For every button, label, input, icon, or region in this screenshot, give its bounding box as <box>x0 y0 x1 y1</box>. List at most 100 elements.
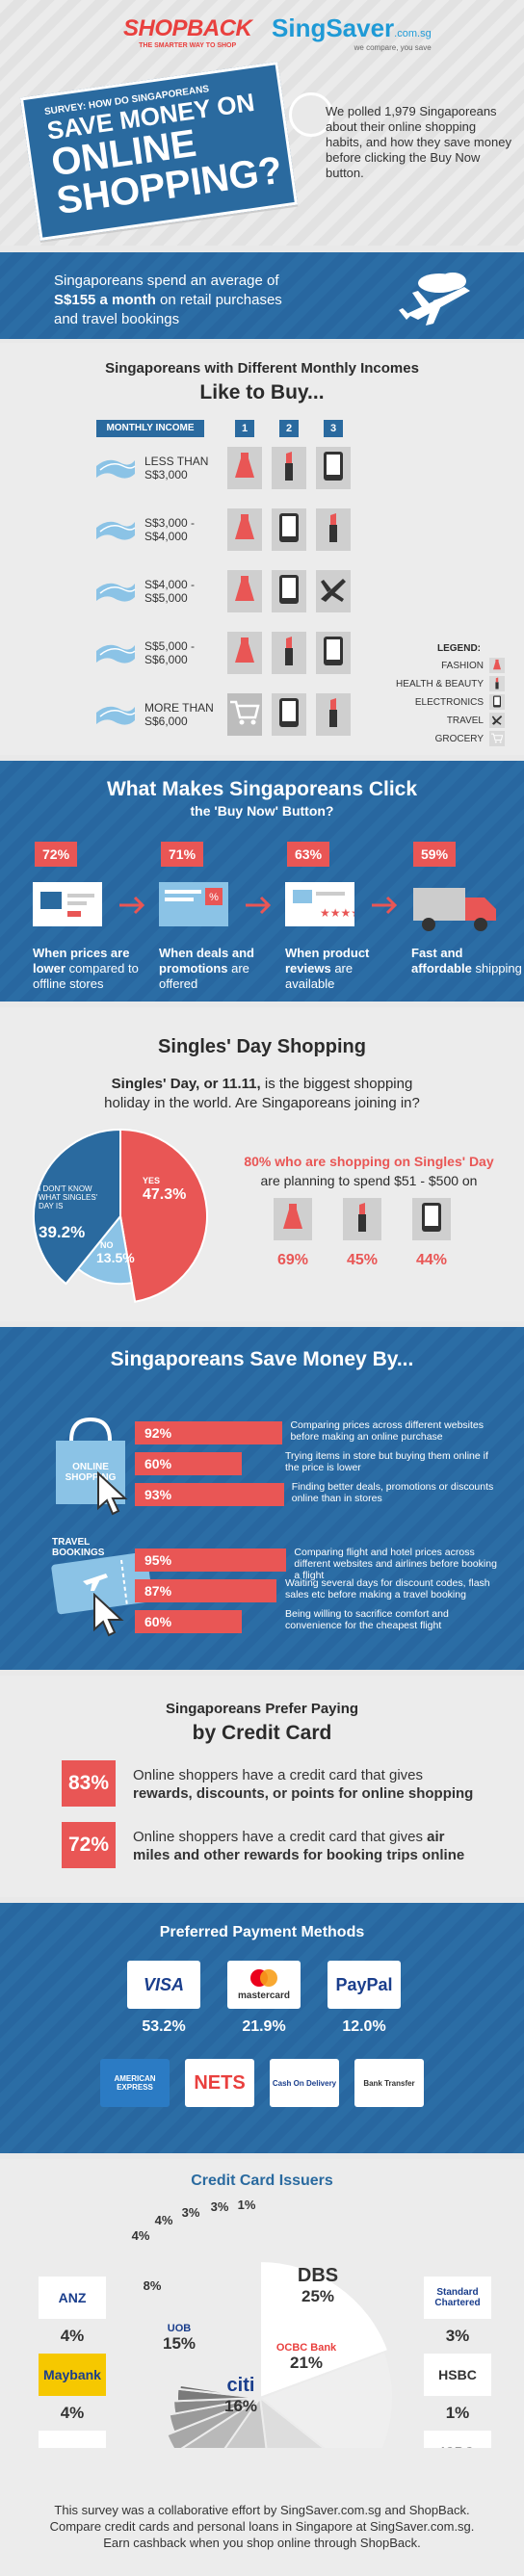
phone-icon <box>493 695 502 710</box>
income-label: S$3,000 - S$4,000 <box>144 516 196 543</box>
issuers-title: Credit Card Issuers <box>191 2173 333 2189</box>
arrow-right-icon <box>244 896 273 920</box>
singles-item-box <box>274 1198 312 1240</box>
issuer-logo: HSBC <box>424 2354 491 2396</box>
income-item-box <box>272 693 306 736</box>
pie-label-pie-dk: 39.2% <box>39 1223 86 1241</box>
click-reason-rest: shipping <box>471 961 522 976</box>
issuer-logo: Standard Chartered <box>424 2277 491 2319</box>
pie-label-pie-no: 13.5% <box>96 1250 135 1265</box>
promotion-webpage-icon: % <box>159 882 228 931</box>
issuer-slice-2 <box>258 2395 326 2448</box>
issuer-fan-pct: 3% <box>181 2205 200 2220</box>
payment-option-1: NETS <box>185 2059 254 2107</box>
payment-option-label: Bank Transfer <box>363 2078 415 2088</box>
issuer-fan-pct: 3% <box>210 2199 229 2214</box>
singles-pie-chart <box>33 1128 208 1303</box>
click-pct: 59% <box>413 842 457 867</box>
income-item-box <box>227 508 262 551</box>
issuer-slice-9 <box>178 2383 261 2399</box>
issuer-pct: 1% <box>445 2404 470 2422</box>
income-item-box <box>316 570 351 612</box>
issuer-name: Standard Chartered <box>434 2287 481 2308</box>
issuer-fan-label: DBS 25% <box>279 2265 356 2306</box>
issuer-name: Maybank <box>43 2367 101 2382</box>
legend-label: HEALTH & BEAUTY <box>396 679 484 690</box>
shopback-logo: SHOPBACK THE SMARTER WAY TO SHOP <box>123 15 252 49</box>
income-col-header: MONTHLY INCOME <box>96 420 204 437</box>
credit-text-pre: Online shoppers have a credit card that … <box>133 1829 428 1845</box>
intro-text: We polled 1,979 Singaporeans about their… <box>326 104 511 180</box>
shopping-cart-icon <box>228 698 261 732</box>
singsaver-logo-text: SingSaver <box>272 13 395 42</box>
legend-swatch <box>489 713 505 728</box>
credit-title1: Singaporeans Prefer Paying <box>165 1701 359 1717</box>
click-pct: 71% <box>161 842 204 867</box>
singles-claim2: are planning to spend $51 - $500 on <box>260 1173 478 1188</box>
payment-option-label: AMERICAN EXPRESS <box>114 2074 156 2092</box>
click-reason: When deals and promotions are offered <box>159 946 273 992</box>
click-reason-rest: are offered <box>159 961 249 991</box>
legend-swatch <box>489 658 505 673</box>
payment-option-label: NETS <box>194 2071 246 2094</box>
review-stars-icon: ★★★★★ <box>285 882 372 931</box>
svg-text:★★★★★: ★★★★★ <box>320 906 354 920</box>
lipstick-icon <box>327 511 340 549</box>
save-money-bar: 92% <box>135 1421 283 1444</box>
credit-title2: by Credit Card <box>192 1722 332 1744</box>
payment-pct: 21.9% <box>242 2018 286 2035</box>
dress-icon <box>278 1202 307 1237</box>
save-money-title: Singaporeans Save Money By... <box>110 1348 414 1370</box>
arrow-right-icon <box>118 896 146 920</box>
issuer-pct: 4% <box>60 2404 85 2422</box>
issuer-slice-5 <box>166 2397 261 2448</box>
click-title1: What Makes Singaporeans Click <box>106 778 418 800</box>
income-label: LESS THAN S$3,000 <box>144 455 209 481</box>
ticket-icon <box>50 1551 156 1621</box>
issuer-slice-7 <box>172 2397 261 2415</box>
pie-slice-0 <box>119 1128 208 1303</box>
rank-header-2: 2 <box>279 420 299 437</box>
credit-text-bold: air miles and other rewards for booking … <box>133 1829 465 1863</box>
payment-option-3: Bank Transfer <box>354 2059 424 2107</box>
income-item-box <box>272 632 306 674</box>
singles-spend-pct: 69% <box>276 1252 309 1268</box>
money-icon <box>94 578 137 611</box>
income-label: S$5,000 - S$6,000 <box>144 639 196 666</box>
save-money-bar: 60% <box>135 1452 243 1475</box>
dress-icon <box>491 659 503 673</box>
title-tag: SURVEY: HOW DO SINGAPOREANS SAVE MONEY O… <box>19 61 299 242</box>
singles-section: Singles' Day Shopping Singles' Day, or 1… <box>0 1007 524 1321</box>
payment-section: Preferred Payment Methods VISA 53.2% maste… <box>0 1903 524 2153</box>
phone-icon <box>278 574 300 610</box>
issuer-fan-label: 4% <box>125 2213 202 2227</box>
singles-desc-bold: Singles' Day, or 11.11, <box>111 1076 261 1092</box>
payment-option-label: Cash On Delivery <box>272 2078 337 2088</box>
issuer-fan-label: 4% <box>102 2228 179 2243</box>
pie-label-pie-yes-label: YES <box>143 1176 161 1185</box>
payment-name: VISA <box>143 1974 184 1994</box>
click-reason-rest: compared to offline stores <box>33 961 139 991</box>
legend-swatch <box>489 676 505 691</box>
click-pct: 63% <box>287 842 330 867</box>
footer-line3: Earn cashback when you shop online throu… <box>103 2536 421 2550</box>
issuer-name: HSBC <box>438 2367 477 2382</box>
singles-title: Singles' Day Shopping <box>158 1036 366 1057</box>
singles-desc-rest: is the biggest shopping holiday in the w… <box>104 1076 420 1111</box>
income-title2: Like to Buy... <box>199 381 325 403</box>
income-item-box <box>272 508 306 551</box>
income-item-box <box>272 447 306 489</box>
click-reason: When prices are lower compared to offlin… <box>33 946 146 992</box>
tag-hole-icon <box>289 92 333 137</box>
footer-section: This survey was a collaborative effort b… <box>0 2448 524 2576</box>
singles-spend-pct: 44% <box>415 1252 448 1268</box>
income-item-box <box>227 693 262 736</box>
legend-swatch <box>489 731 505 746</box>
issuer-fan-name: UOB <box>167 2323 192 2334</box>
save-money-text: Waiting several days for discount codes,… <box>285 1577 490 1600</box>
credit-section: Singaporeans Prefer Paying by Credit Car… <box>0 1676 524 1897</box>
click-title2: the 'Buy Now' Button? <box>190 803 334 819</box>
spend-section: Singaporeans spend an average of S$155 a… <box>0 252 524 339</box>
legend-label: FASHION <box>441 661 484 671</box>
airplane-icon <box>397 262 480 336</box>
